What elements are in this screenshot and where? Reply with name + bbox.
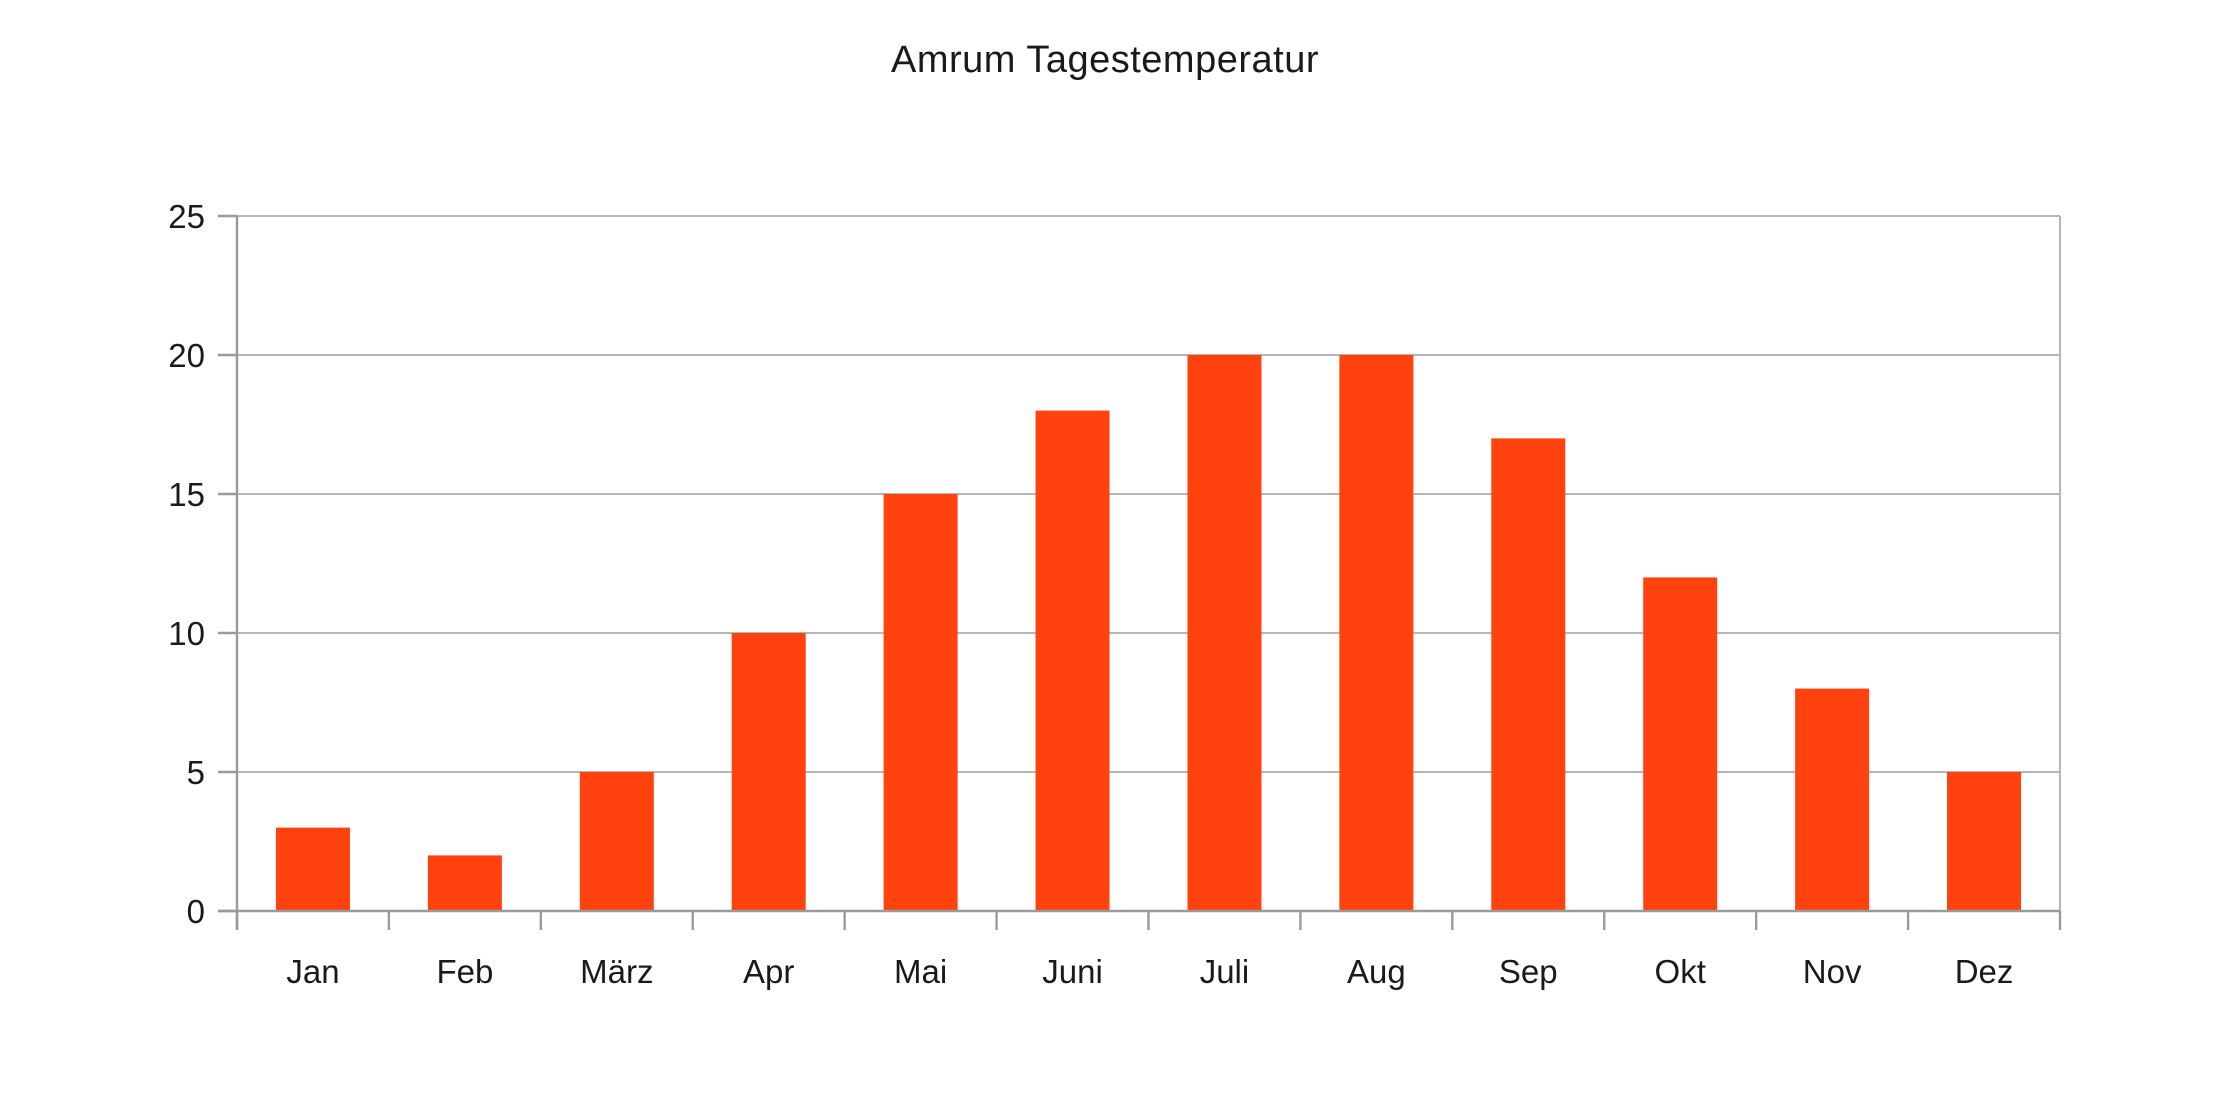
x-tick-label-feb: Feb <box>436 953 493 990</box>
y-tick-label-5: 5 <box>187 754 205 791</box>
bar-aug <box>1339 355 1414 911</box>
bar-dez <box>1947 772 2022 911</box>
bar-apr <box>731 633 806 911</box>
bar-series <box>275 355 2022 911</box>
x-tick-label-jan: Jan <box>286 953 339 990</box>
x-tick-label-aug: Aug <box>1347 953 1406 990</box>
x-tick-label-apr: Apr <box>743 953 794 990</box>
bar-mai <box>883 494 958 911</box>
bar-märz <box>579 772 654 911</box>
x-tick-label-märz: März <box>580 953 653 990</box>
x-tick-label-mai: Mai <box>894 953 947 990</box>
x-tick-label-okt: Okt <box>1655 953 1706 990</box>
bar-juli <box>1187 355 1262 911</box>
axes <box>218 214 2062 930</box>
gridlines <box>237 215 2061 911</box>
bar-nov <box>1795 688 1870 911</box>
x-tick-label-sep: Sep <box>1499 953 1558 990</box>
bar-okt <box>1643 577 1718 911</box>
bar-sep <box>1491 438 1566 911</box>
y-tick-label-20: 20 <box>168 337 205 374</box>
x-tick-label-juni: Juni <box>1042 953 1103 990</box>
y-tick-label-25: 25 <box>168 198 205 235</box>
x-tick-label-nov: Nov <box>1803 953 1862 990</box>
bar-jan <box>275 827 350 911</box>
x-tick-label-juli: Juli <box>1200 953 1250 990</box>
y-tick-label-15: 15 <box>168 476 205 513</box>
x-tick-label-dez: Dez <box>1955 953 2014 990</box>
chart-title: Amrum Tagestemperatur <box>891 39 1319 81</box>
y-tick-label-0: 0 <box>187 893 205 930</box>
x-axis-labels: Jan Feb März Apr Mai Juni Juli Aug Sep Okt Nov Dez <box>286 953 2013 990</box>
bar-juni <box>1035 410 1110 911</box>
bar-feb <box>427 855 502 911</box>
y-axis-labels: 0 5 10 15 20 25 <box>168 198 205 930</box>
y-tick-label-10: 10 <box>168 615 205 652</box>
